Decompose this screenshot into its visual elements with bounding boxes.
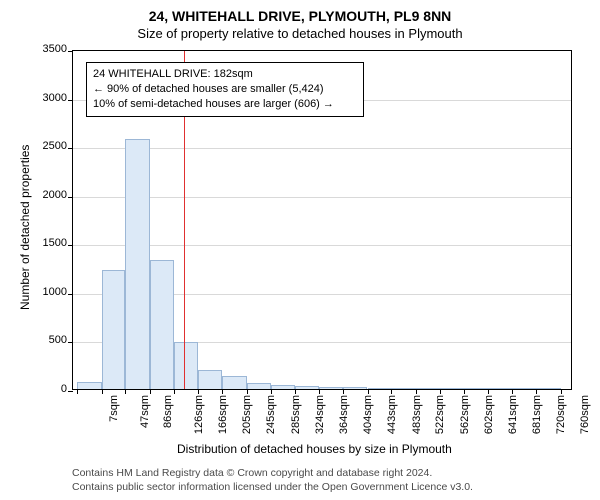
page-title: 24, WHITEHALL DRIVE, PLYMOUTH, PL9 8NN (0, 8, 600, 24)
x-tick-label: 7sqm (108, 395, 120, 422)
histogram-bar (102, 270, 126, 389)
x-tick (368, 389, 369, 394)
x-tick (102, 389, 103, 394)
histogram-bar (488, 388, 512, 389)
x-tick (222, 389, 223, 394)
x-tick (150, 389, 151, 394)
y-axis-label: Number of detached properties (18, 145, 32, 310)
y-tick (68, 100, 73, 101)
y-tick (68, 294, 73, 295)
x-tick (561, 389, 562, 394)
copyright-notice: Contains HM Land Registry data © Crown c… (72, 466, 473, 494)
x-tick (77, 389, 78, 394)
x-tick (391, 389, 392, 394)
x-tick-label: 562sqm (459, 395, 471, 434)
histogram-bar (536, 388, 560, 389)
annotation-line: 24 WHITEHALL DRIVE: 182sqm (93, 67, 357, 82)
histogram-bar (295, 386, 319, 389)
x-axis-label: Distribution of detached houses by size … (177, 442, 452, 456)
x-tick (343, 389, 344, 394)
annotation-line: 10% of semi-detached houses are larger (… (93, 97, 357, 112)
x-tick-label: 720sqm (555, 395, 567, 434)
y-tick-label: 2000 (43, 189, 67, 201)
x-tick (416, 389, 417, 394)
x-tick-label: 760sqm (580, 395, 592, 434)
x-tick-label: 681sqm (531, 395, 543, 434)
histogram-bar (198, 370, 222, 389)
histogram-bar (368, 388, 392, 389)
x-tick-label: 205sqm (241, 395, 253, 434)
y-tick-label: 1500 (43, 237, 67, 249)
y-tick-label: 3000 (43, 92, 67, 104)
y-tick-label: 3500 (43, 43, 67, 55)
y-tick-label: 1000 (43, 286, 67, 298)
x-tick-label: 522sqm (434, 395, 446, 434)
title-block: 24, WHITEHALL DRIVE, PLYMOUTH, PL9 8NN S… (0, 0, 600, 41)
histogram-bar (319, 387, 343, 389)
x-tick (271, 389, 272, 394)
histogram-bar (416, 388, 440, 389)
x-tick (198, 389, 199, 394)
histogram-bar (222, 376, 246, 389)
x-tick-label: 443sqm (386, 395, 398, 434)
x-tick-label: 641sqm (507, 395, 519, 434)
histogram-bar (343, 387, 367, 389)
x-tick-label: 602sqm (483, 395, 495, 434)
x-tick-label: 47sqm (139, 395, 151, 428)
x-tick-label: 404sqm (362, 395, 374, 434)
x-tick-label: 166sqm (217, 395, 229, 434)
histogram-bar (271, 385, 295, 389)
histogram-bar (125, 139, 149, 389)
y-tick-label: 2500 (43, 140, 67, 152)
histogram-bar (174, 342, 198, 389)
x-tick (464, 389, 465, 394)
y-tick (68, 197, 73, 198)
histogram-bar (77, 382, 101, 389)
y-tick (68, 391, 73, 392)
copyright-line: Contains HM Land Registry data © Crown c… (72, 466, 473, 480)
x-tick (536, 389, 537, 394)
histogram-bar (150, 260, 174, 389)
x-tick (512, 389, 513, 394)
y-tick (68, 148, 73, 149)
x-tick-label: 86sqm (162, 395, 174, 428)
x-tick (488, 389, 489, 394)
x-tick (247, 389, 248, 394)
histogram-bar (391, 388, 415, 389)
histogram-bar (440, 388, 464, 389)
y-tick-label: 500 (49, 334, 67, 346)
x-tick (174, 389, 175, 394)
histogram-bar (512, 388, 536, 389)
x-tick-label: 126sqm (193, 395, 205, 434)
page-subtitle: Size of property relative to detached ho… (0, 26, 600, 41)
x-tick-label: 324sqm (314, 395, 326, 434)
x-tick (319, 389, 320, 394)
annotation-box: 24 WHITEHALL DRIVE: 182sqm← 90% of detac… (86, 62, 364, 117)
x-tick-label: 364sqm (338, 395, 350, 434)
y-tick (68, 51, 73, 52)
histogram-bar (247, 383, 271, 389)
y-tick-label: 0 (61, 383, 67, 395)
x-tick (125, 389, 126, 394)
x-tick (440, 389, 441, 394)
annotation-line: ← 90% of detached houses are smaller (5,… (93, 82, 357, 97)
x-tick (295, 389, 296, 394)
x-tick-label: 483sqm (411, 395, 423, 434)
histogram-bar (464, 388, 488, 389)
copyright-line: Contains public sector information licen… (72, 480, 473, 494)
x-tick-label: 285sqm (290, 395, 302, 434)
y-tick (68, 342, 73, 343)
x-tick-label: 245sqm (266, 395, 278, 434)
y-tick (68, 245, 73, 246)
